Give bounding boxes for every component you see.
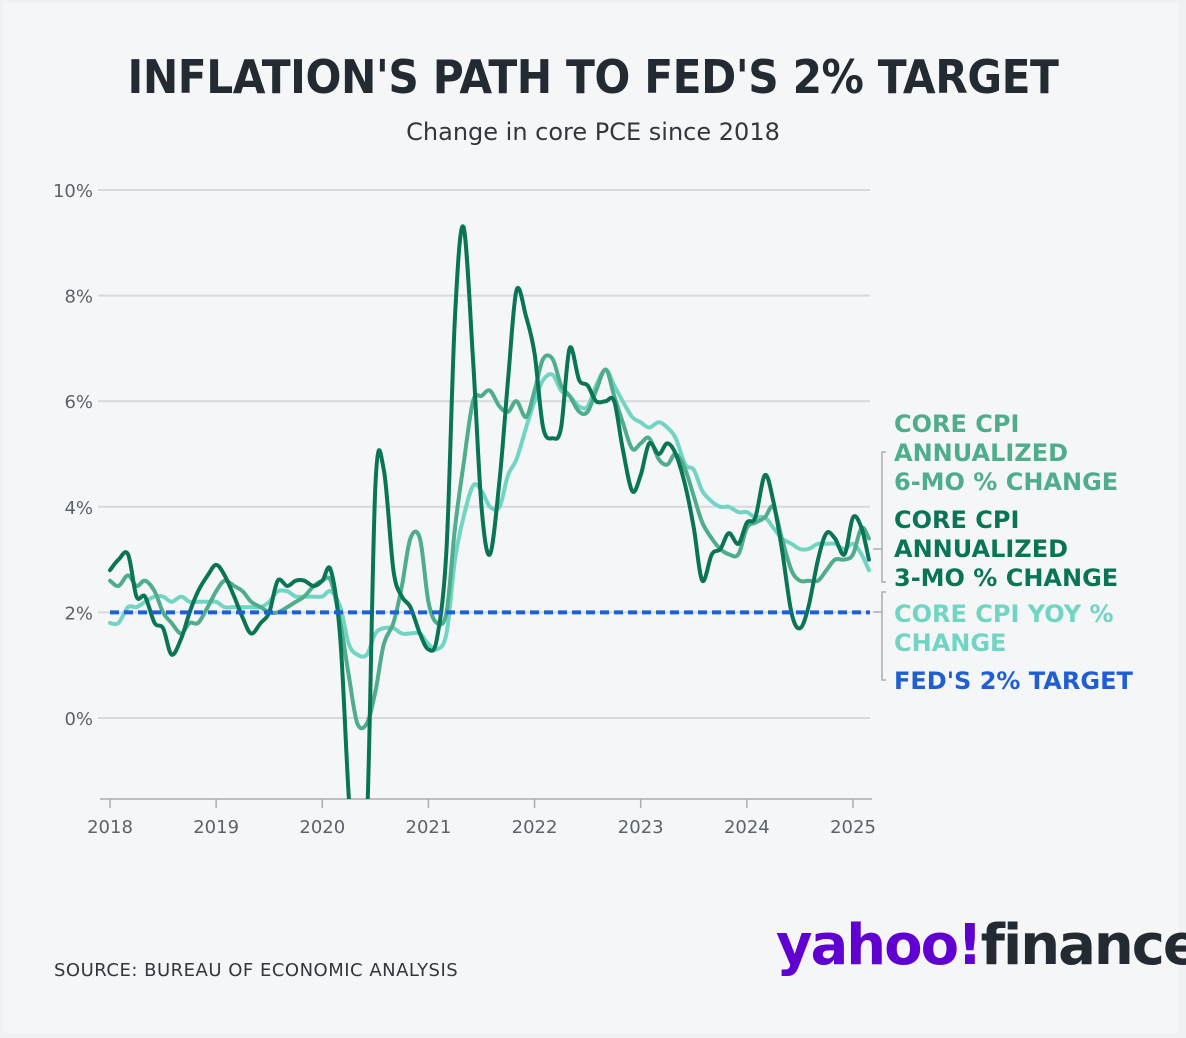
series-line-6mo bbox=[108, 353, 871, 731]
x-tick-label: 2022 bbox=[512, 817, 558, 838]
legend-bracket bbox=[881, 591, 886, 681]
legend-label-line: 3-MO % CHANGE bbox=[894, 564, 1118, 592]
legend-label-legend-yoy: CORE CPI YOY % CHANGE bbox=[894, 600, 1114, 657]
x-tick-label: 2019 bbox=[193, 817, 239, 838]
legend-label-line: CHANGE bbox=[894, 629, 1006, 657]
legend-bracket bbox=[881, 451, 886, 583]
y-tick-label: 2% bbox=[64, 603, 93, 624]
series-lines bbox=[108, 224, 871, 799]
chart-subtitle: Change in core PCE since 2018 bbox=[406, 118, 780, 146]
x-tick-label: 2021 bbox=[406, 817, 452, 838]
legend-label-line: CORE CPI bbox=[894, 410, 1019, 438]
gridlines bbox=[98, 189, 870, 719]
source-note: SOURCE: BUREAU OF ECONOMIC ANALYSIS bbox=[54, 960, 459, 981]
y-tick-label: 0% bbox=[64, 709, 93, 730]
logo-finance: finance bbox=[980, 913, 1186, 978]
legend-label-legend-3mo: CORE CPI ANNUALIZED 3-MO % CHANGE bbox=[894, 506, 1118, 592]
legend-label-line: FED'S 2% TARGET bbox=[894, 667, 1133, 695]
x-tick-label: 2024 bbox=[724, 817, 770, 838]
y-tick-label: 4% bbox=[64, 498, 93, 519]
legend-label-line: ANNUALIZED bbox=[894, 439, 1068, 467]
chart-title: INFLATION'S PATH TO FED'S 2% TARGET bbox=[127, 50, 1059, 104]
y-tick-label: 6% bbox=[64, 392, 93, 413]
y-tick-label: 10% bbox=[53, 181, 93, 202]
x-axis: 2018 2019 2020 2021 2022 2023 2024 2025 bbox=[87, 798, 876, 838]
legend-label-line: ANNUALIZED bbox=[894, 535, 1068, 563]
x-tick-label: 2018 bbox=[87, 817, 133, 838]
logo-yahoo: yahoo! bbox=[776, 913, 983, 978]
legend-label-line: CORE CPI YOY % bbox=[894, 600, 1114, 628]
legend-label-line: 6-MO % CHANGE bbox=[894, 468, 1118, 496]
y-tick-label: 8% bbox=[64, 287, 93, 308]
legend-label-legend-target: FED'S 2% TARGET bbox=[894, 667, 1133, 695]
x-tick-label: 2020 bbox=[299, 817, 345, 838]
series-line-3mo bbox=[108, 224, 871, 799]
yahoo-finance-logo: yahoo!finance bbox=[776, 918, 1186, 974]
legend-label-legend-6mo: CORE CPI ANNUALIZED 6-MO % CHANGE bbox=[894, 410, 1118, 496]
chart-card bbox=[3, 3, 1179, 1033]
x-tick-label: 2025 bbox=[830, 817, 876, 838]
x-tick-label: 2023 bbox=[618, 817, 664, 838]
legend-label-line: CORE CPI bbox=[894, 506, 1019, 534]
y-axis: 0% 2% 4% 6% 8% 10% bbox=[53, 181, 93, 730]
